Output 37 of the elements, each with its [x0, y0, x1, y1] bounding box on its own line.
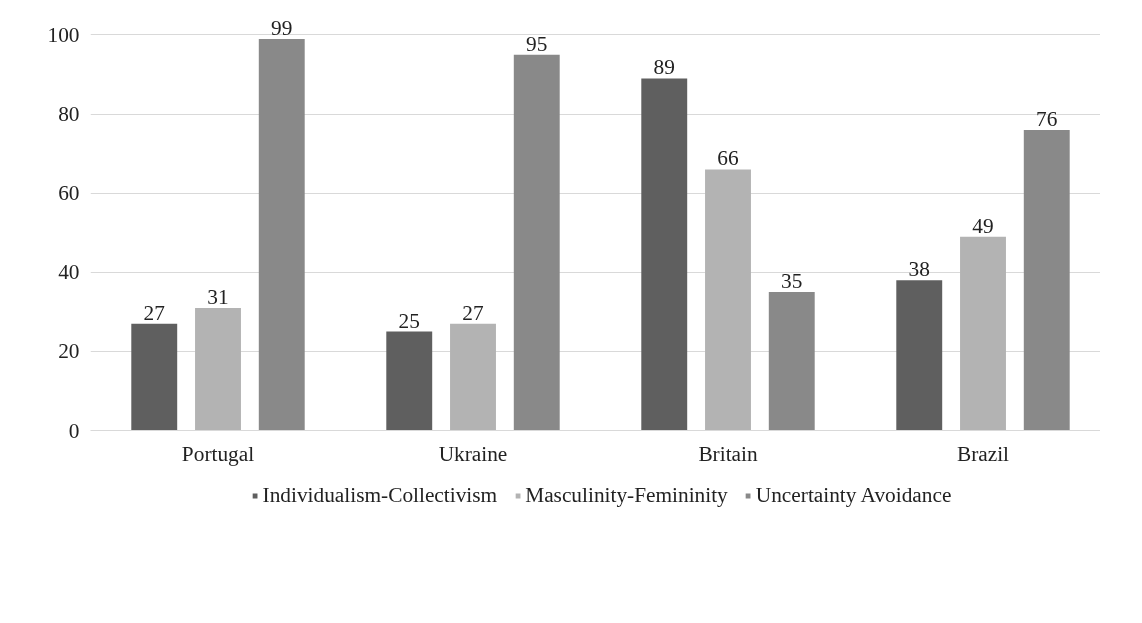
y-tick-label: 40	[58, 260, 80, 285]
bar	[705, 169, 751, 431]
bar	[131, 323, 178, 431]
data-label: 99	[271, 15, 293, 40]
y-tick-label: 0	[68, 418, 80, 443]
data-label: 27	[143, 300, 166, 325]
data-label: 66	[717, 146, 739, 171]
y-tick-label: 60	[58, 181, 80, 206]
bar	[513, 54, 560, 431]
y-tick-label: 80	[58, 102, 80, 127]
bar	[641, 78, 688, 431]
data-label: 31	[207, 284, 229, 309]
bar	[386, 331, 433, 431]
bar	[450, 323, 496, 431]
data-label: 95	[526, 31, 548, 56]
data-label: 35	[781, 269, 803, 294]
y-tick-label: 100	[47, 22, 80, 47]
bar	[1023, 129, 1070, 431]
legend-label: Masculinity-Femininity	[525, 482, 728, 508]
x-tick-label: Britain	[698, 441, 758, 466]
data-label: 76	[1036, 106, 1058, 131]
legend-label: Individualism-Collectivism	[262, 482, 498, 508]
x-tick-label: Brazil	[956, 441, 1010, 466]
legend-label: Uncertainty Avoidance	[755, 482, 952, 508]
bar	[896, 280, 943, 431]
bar	[195, 307, 241, 431]
data-label: 38	[908, 257, 930, 282]
data-label: 27	[462, 300, 484, 325]
bar	[768, 292, 815, 431]
data-label: 89	[653, 55, 675, 80]
x-tick-label: Portugal	[181, 441, 255, 466]
data-label: 49	[972, 213, 994, 238]
data-label: 25	[398, 308, 420, 333]
bar	[960, 236, 1006, 431]
y-tick-label: 20	[58, 339, 80, 364]
x-tick-label: Ukraine	[438, 441, 508, 466]
bar	[258, 38, 305, 431]
